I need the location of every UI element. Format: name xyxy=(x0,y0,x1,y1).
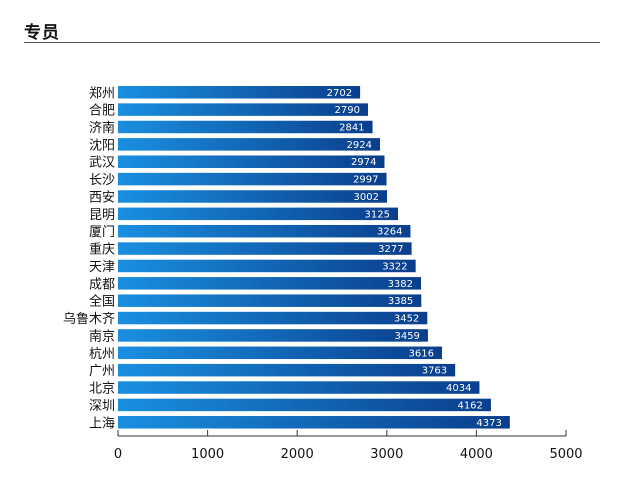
category-label: 广州 xyxy=(89,364,115,379)
value-label: 2997 xyxy=(353,175,378,186)
value-label: 2841 xyxy=(339,122,364,133)
value-label: 3322 xyxy=(382,261,407,272)
category-label: 重庆 xyxy=(89,242,115,258)
bar xyxy=(118,190,387,203)
bar xyxy=(118,294,422,307)
value-label: 4034 xyxy=(446,383,471,394)
x-tick-label: 4000 xyxy=(460,447,493,462)
category-label: 西安 xyxy=(89,190,115,205)
bars-group: 郑州 2702 合肥 2790 济南 2841 沈阳 2924 武汉 2974 长沙 2997 西安 30… xyxy=(63,86,510,431)
category-label: 深圳 xyxy=(89,399,115,414)
x-axis: 0 1000 2000 3000 4000 5000 xyxy=(114,430,583,462)
value-label: 3125 xyxy=(365,209,390,220)
bar xyxy=(118,381,480,394)
value-label: 3763 xyxy=(422,366,447,377)
category-label: 南京 xyxy=(89,328,115,344)
category-label: 济南 xyxy=(89,120,115,136)
category-label: 厦门 xyxy=(89,225,115,240)
value-label: 3002 xyxy=(354,192,379,203)
value-label: 3459 xyxy=(394,331,419,342)
bar xyxy=(118,259,416,273)
value-label: 3382 xyxy=(388,279,413,290)
x-tick-label: 5000 xyxy=(549,447,582,462)
value-label: 3277 xyxy=(378,244,403,255)
category-label: 沈阳 xyxy=(89,138,115,153)
x-tick-label: 1000 xyxy=(191,447,224,462)
category-label: 杭州 xyxy=(89,347,115,362)
x-tick-label: 3000 xyxy=(370,447,403,462)
bar xyxy=(118,86,361,99)
bar xyxy=(118,363,456,377)
bar xyxy=(118,329,428,342)
bar xyxy=(118,138,380,151)
category-label: 长沙 xyxy=(89,173,115,188)
bar xyxy=(118,103,368,116)
category-label: 乌鲁木齐 xyxy=(63,311,115,327)
value-label: 4162 xyxy=(457,400,482,411)
value-label: 4373 xyxy=(476,418,501,429)
category-label: 武汉 xyxy=(89,156,115,171)
bar xyxy=(118,242,412,255)
bar xyxy=(118,311,428,325)
category-label: 天津 xyxy=(89,260,115,275)
x-tick-label: 0 xyxy=(114,447,122,462)
category-label: 上海 xyxy=(89,416,115,431)
bar xyxy=(118,155,385,168)
bar xyxy=(118,277,422,290)
value-label: 2974 xyxy=(351,157,376,168)
title-divider xyxy=(24,42,600,43)
x-tick-label: 2000 xyxy=(281,447,314,462)
bar xyxy=(118,172,387,186)
bar xyxy=(118,207,398,221)
bar xyxy=(118,416,510,429)
value-label: 3616 xyxy=(409,348,434,359)
value-label: 2924 xyxy=(347,140,372,151)
category-label: 北京 xyxy=(89,382,115,397)
value-label: 3385 xyxy=(388,296,413,307)
bar xyxy=(118,346,442,360)
category-label: 郑州 xyxy=(89,86,115,101)
category-label: 昆明 xyxy=(89,208,115,223)
page-title: 专员 xyxy=(24,23,60,43)
bar xyxy=(118,398,491,412)
category-label: 合肥 xyxy=(89,104,115,119)
value-label: 3264 xyxy=(377,227,402,238)
value-label: 2790 xyxy=(335,105,360,116)
category-label: 成都 xyxy=(89,277,115,292)
category-label: 全国 xyxy=(89,294,115,310)
bar xyxy=(118,224,411,238)
value-label: 2702 xyxy=(327,88,352,99)
bar xyxy=(118,120,373,134)
value-label: 3452 xyxy=(394,314,419,325)
